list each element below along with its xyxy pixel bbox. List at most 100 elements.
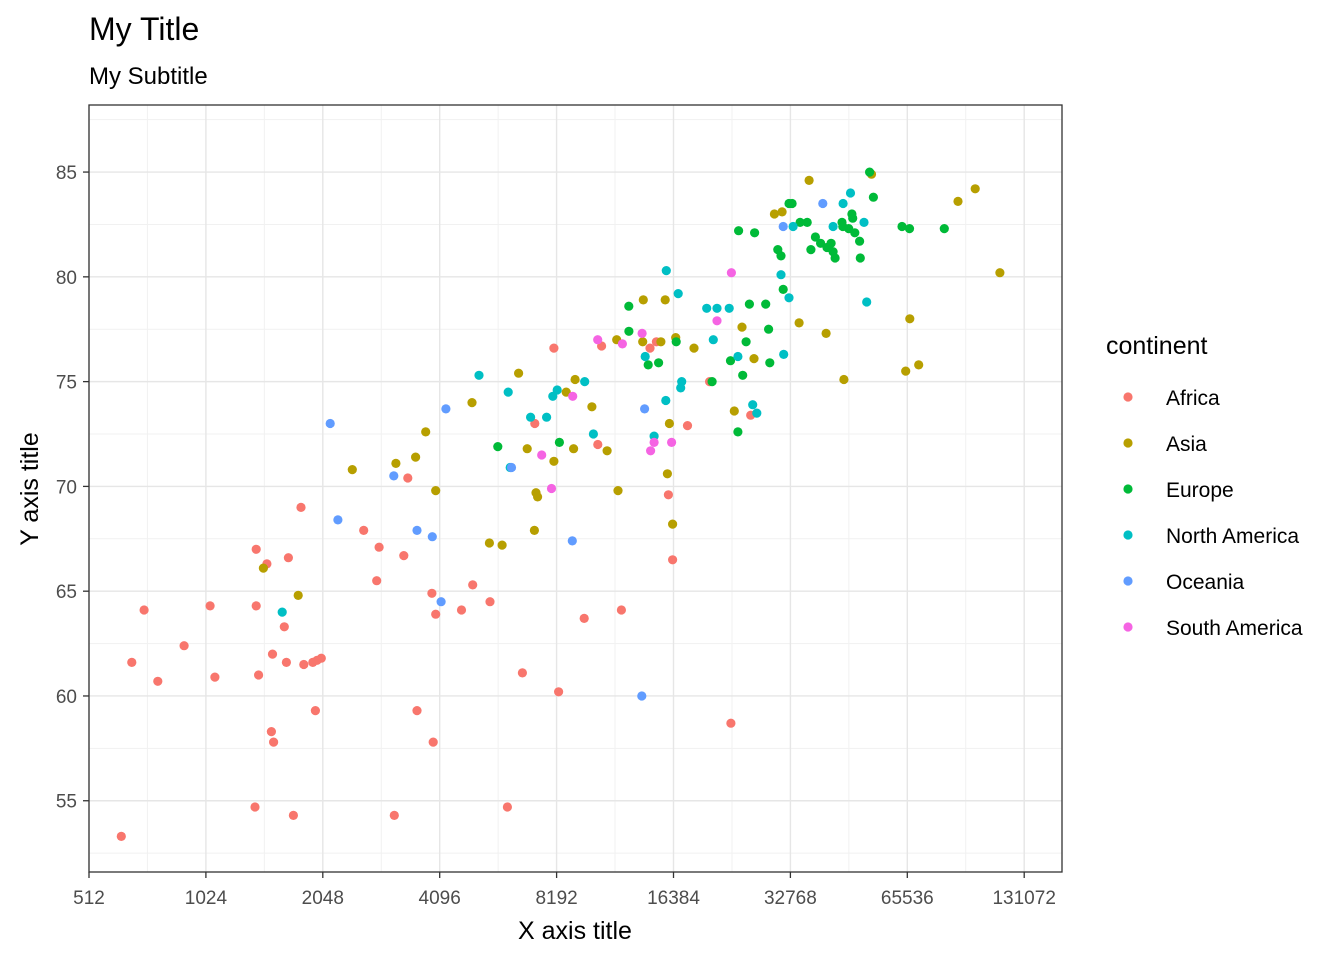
data-point <box>682 421 693 431</box>
x-tick-label: 512 <box>73 888 105 909</box>
y-tick-label: 80 <box>56 268 77 289</box>
data-point <box>514 368 524 378</box>
data-point <box>707 377 717 387</box>
data-point <box>738 370 748 380</box>
data-point <box>250 802 260 812</box>
data-point <box>778 284 788 294</box>
data-point <box>724 303 734 313</box>
data-point <box>269 737 279 747</box>
data-point <box>733 427 743 437</box>
data-point <box>660 295 670 305</box>
data-point <box>468 580 478 590</box>
data-point <box>325 418 335 429</box>
y-tick-label: 55 <box>56 792 77 813</box>
data-point <box>712 316 722 326</box>
data-point <box>602 446 612 456</box>
chart-title: My Title <box>89 11 199 47</box>
data-point <box>279 622 289 632</box>
data-point <box>656 337 666 347</box>
data-point <box>995 268 1005 278</box>
data-point <box>818 198 828 209</box>
data-point <box>744 299 755 309</box>
data-point <box>741 337 751 347</box>
series-oceania <box>325 198 828 701</box>
data-point <box>254 670 264 680</box>
data-point <box>734 226 744 236</box>
data-point <box>568 391 578 401</box>
data-point <box>153 676 163 686</box>
data-point <box>712 303 722 313</box>
data-point <box>391 458 401 468</box>
data-point <box>638 337 648 347</box>
data-point <box>427 532 437 542</box>
data-point <box>826 238 836 248</box>
data-point <box>828 221 838 232</box>
series-asia <box>258 169 1005 601</box>
data-point <box>702 303 712 313</box>
data-point <box>569 444 579 454</box>
legend-label: South America <box>1166 617 1303 640</box>
data-point <box>643 360 653 370</box>
data-point <box>904 224 915 234</box>
legend-key <box>1123 438 1133 448</box>
data-point <box>588 429 599 439</box>
data-point <box>784 293 794 303</box>
data-point <box>493 442 503 452</box>
data-point <box>617 339 628 349</box>
grid-lines <box>88 105 1062 872</box>
data-point <box>537 450 547 460</box>
legend-key <box>1123 484 1133 494</box>
data-points <box>116 167 1005 842</box>
data-point <box>374 542 384 552</box>
data-point <box>506 462 517 473</box>
data-point <box>737 322 747 332</box>
data-point <box>372 576 382 586</box>
legend-label: Africa <box>1166 387 1220 410</box>
data-point <box>779 349 789 359</box>
data-point <box>752 408 762 418</box>
data-point <box>616 605 627 615</box>
data-point <box>671 337 681 347</box>
legend: continent Africa Asia Europe North America O… <box>1106 332 1303 640</box>
data-point <box>673 289 683 299</box>
data-point <box>579 613 589 624</box>
data-point <box>649 437 659 447</box>
data-point <box>661 395 671 406</box>
data-point <box>640 404 650 414</box>
data-point <box>421 427 431 437</box>
data-point <box>761 299 771 309</box>
data-point <box>795 217 805 227</box>
data-point <box>830 253 840 263</box>
x-tick-label: 2048 <box>302 888 344 909</box>
data-point <box>436 597 446 607</box>
data-point <box>637 691 647 701</box>
data-point <box>549 343 559 353</box>
data-point <box>777 207 787 217</box>
y-tick-label: 75 <box>56 373 77 394</box>
data-point <box>561 387 571 397</box>
data-point <box>839 374 849 385</box>
data-point <box>646 446 656 456</box>
data-point <box>645 343 655 353</box>
data-point <box>624 301 634 311</box>
data-point <box>474 370 484 380</box>
data-point <box>749 354 759 364</box>
x-tick-label: 32768 <box>764 888 817 909</box>
data-point <box>806 245 816 255</box>
x-tick-label: 131072 <box>992 888 1055 909</box>
data-point <box>855 236 865 246</box>
data-point <box>258 563 268 573</box>
data-point <box>205 601 215 611</box>
data-point <box>970 184 980 194</box>
data-point <box>441 404 451 414</box>
legend-label: Oceania <box>1166 571 1245 594</box>
data-point <box>502 802 512 812</box>
data-point <box>549 456 559 466</box>
x-axis-title: X axis title <box>518 917 632 945</box>
y-tick-label: 60 <box>56 687 77 708</box>
data-point <box>412 525 422 536</box>
data-point <box>750 228 760 238</box>
data-point <box>654 358 664 368</box>
data-point <box>456 605 467 615</box>
